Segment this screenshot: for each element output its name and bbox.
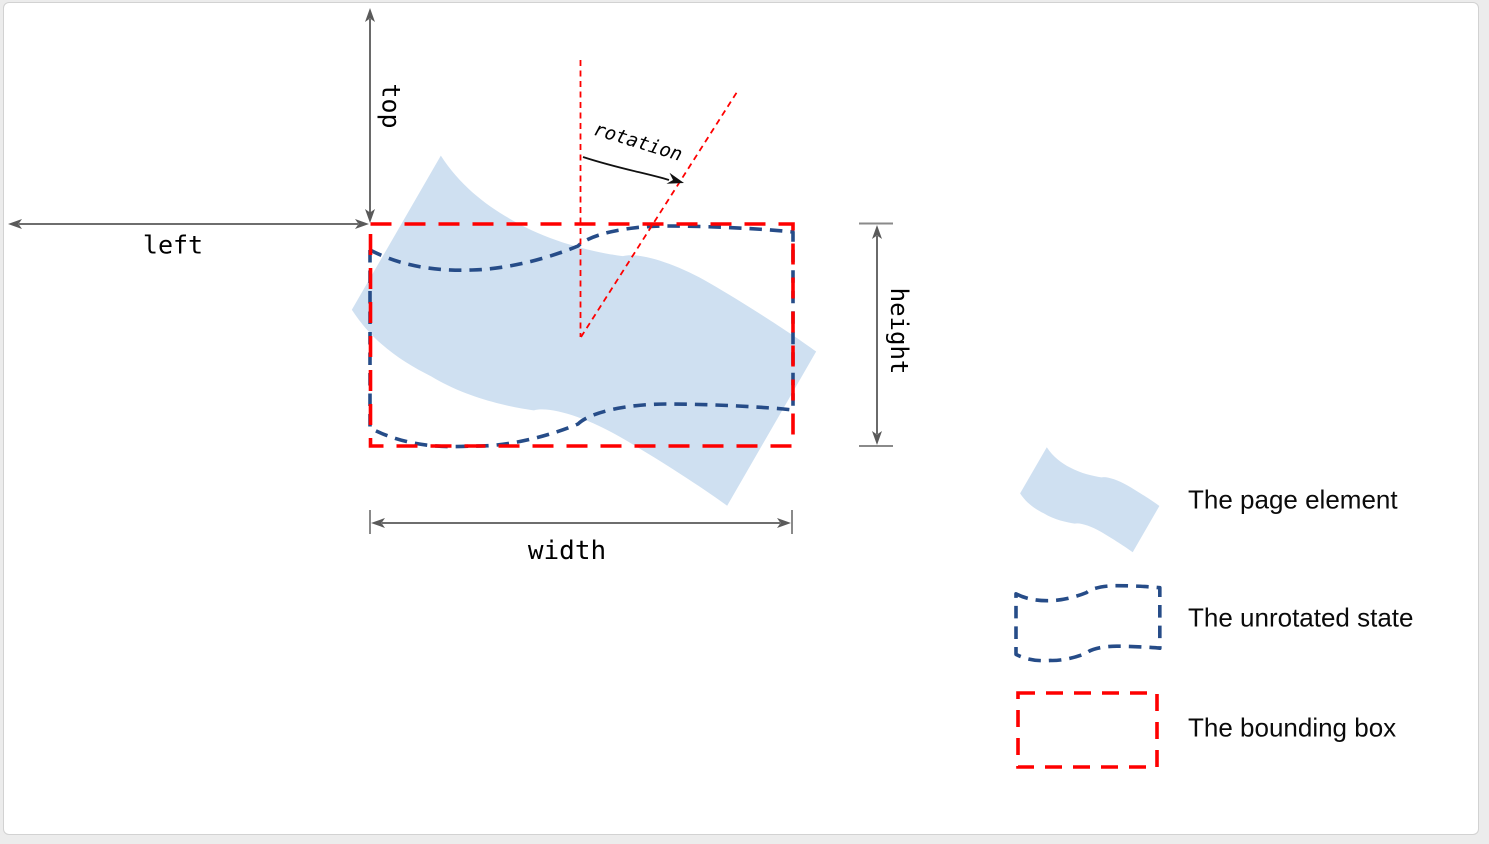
height-arrow <box>859 222 893 447</box>
top-arrow <box>365 8 375 223</box>
width-label: width <box>527 536 607 566</box>
legend-bounding-box-icon <box>1016 691 1159 769</box>
width-arrow <box>369 510 793 534</box>
legend-label-unrotated-state: The unrotated state <box>1188 602 1414 633</box>
rotation-arrowhead <box>666 172 684 184</box>
left-arrow <box>8 219 369 229</box>
left-label: left <box>142 230 204 260</box>
legend-label-bounding-box: The bounding box <box>1188 712 1397 743</box>
top-label: top <box>376 83 406 129</box>
height-label: height <box>885 287 913 375</box>
rotation-angle-line <box>580 91 738 338</box>
legend-page-element-icon <box>1017 440 1161 562</box>
legend-unrotated-state-icon <box>1014 583 1162 663</box>
rotation-arrow <box>582 156 670 181</box>
legend-label-page-element: The page element <box>1188 484 1398 515</box>
bounding-box-rect <box>368 222 795 448</box>
